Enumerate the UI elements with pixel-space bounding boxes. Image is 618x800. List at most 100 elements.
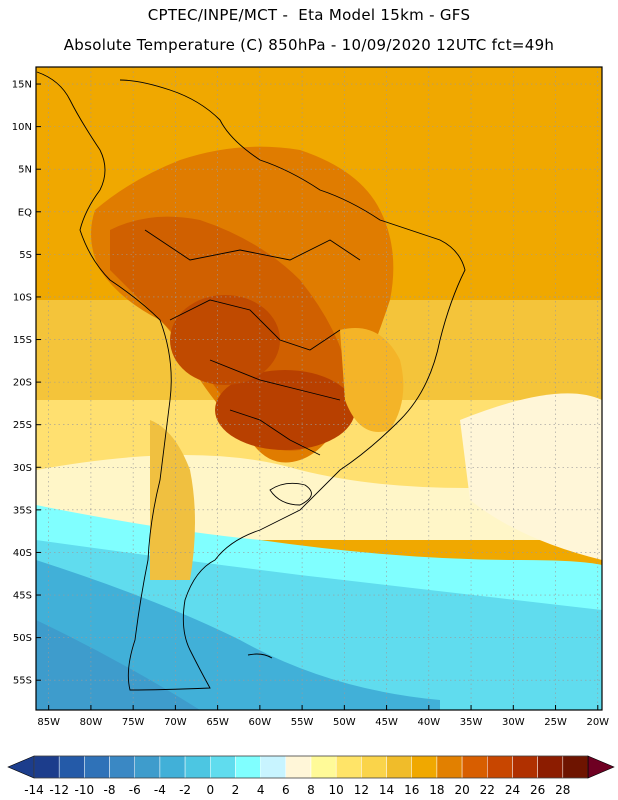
colorbar xyxy=(7,755,615,779)
border-south-central xyxy=(209,359,341,401)
colorbar-labels: -14 -12 -10 -8 -6 -4 -2 0 2 4 6 8 10 12 14 16 18 20 22 24 26… xyxy=(24,783,570,797)
lat-label: 15S xyxy=(13,335,32,346)
lon-label: 50W xyxy=(333,717,356,728)
colorbar-label: 14 xyxy=(379,783,394,797)
chart-title-line-2: Absolute Temperature (C) 850hPa - 10/09/… xyxy=(63,36,555,54)
colorbar-swatch xyxy=(562,755,589,779)
lon-label: 80W xyxy=(80,717,103,728)
lat-label: 30S xyxy=(13,463,32,474)
colorbar-swatch xyxy=(260,755,287,779)
colorbar-swatch xyxy=(285,755,312,779)
lat-label: 5S xyxy=(19,250,32,261)
field-plateau-cooler xyxy=(340,328,404,432)
continent-outline xyxy=(36,71,466,691)
lon-label: 35W xyxy=(460,717,483,728)
falklands xyxy=(247,653,273,659)
colorbar-label: 20 xyxy=(454,783,469,797)
colorbar-swatch xyxy=(512,755,538,779)
border-south xyxy=(229,409,321,456)
lon-label: 55W xyxy=(291,717,314,728)
colorbar-label: 4 xyxy=(257,783,265,797)
colorbar-swatch xyxy=(159,755,186,779)
lon-label: 40W xyxy=(418,717,441,728)
estuary xyxy=(269,482,312,506)
colorbar-swatch xyxy=(210,755,236,779)
graticule xyxy=(36,67,602,710)
border-central xyxy=(169,299,341,351)
lon-label: 75W xyxy=(122,717,145,728)
field-polar-band xyxy=(36,620,200,710)
colorbar-label: 2 xyxy=(232,783,240,797)
colorbar-swatch xyxy=(109,755,135,779)
colorbar-swatch xyxy=(235,755,261,779)
temperature-field xyxy=(36,67,602,710)
colorbar-label: 0 xyxy=(206,783,214,797)
field-hot-core xyxy=(215,370,355,450)
colorbar-swatch xyxy=(134,755,161,779)
colorbar-label: 22 xyxy=(480,783,495,797)
colorbar-label: -4 xyxy=(154,783,166,797)
lat-label: 15N xyxy=(12,80,32,91)
lat-label: EQ xyxy=(18,207,32,218)
colorbar-swatch xyxy=(487,755,513,779)
border-north xyxy=(144,229,361,261)
field-andes-band xyxy=(150,420,195,580)
colorbar-label: 8 xyxy=(307,783,315,797)
lat-label: 25S xyxy=(13,420,32,431)
lat-label: 35S xyxy=(13,505,32,516)
field-hot-core-2 xyxy=(170,295,280,385)
colorbar-swatch xyxy=(436,755,463,779)
colorbar-label: -10 xyxy=(75,783,95,797)
colorbar-label: 10 xyxy=(329,783,344,797)
lon-label: 45W xyxy=(375,717,398,728)
colorbar-label: 16 xyxy=(404,783,419,797)
map-frame xyxy=(35,66,603,711)
lat-label: 10N xyxy=(12,122,32,133)
lat-label: 5N xyxy=(18,165,32,176)
colorbar-swatch xyxy=(361,755,387,779)
colorbar-label: -12 xyxy=(49,783,69,797)
lon-label: 70W xyxy=(164,717,187,728)
lat-label: 55S xyxy=(13,676,32,687)
colorbar-label: 18 xyxy=(429,783,444,797)
colorbar-label: 12 xyxy=(354,783,369,797)
colorbar-swatch xyxy=(310,755,337,779)
colorbar-swatch xyxy=(386,755,412,779)
lat-label: 45S xyxy=(13,591,32,602)
colorbar-label: -8 xyxy=(104,783,116,797)
colorbar-swatch xyxy=(84,755,110,779)
lon-label: 30W xyxy=(502,717,525,728)
colorbar-swatch xyxy=(335,755,362,779)
lat-label: 40S xyxy=(13,548,32,559)
colorbar-swatch xyxy=(184,755,211,779)
colorbar-swatch xyxy=(58,755,85,779)
lon-label: 60W xyxy=(249,717,272,728)
colorbar-swatch xyxy=(33,755,60,779)
field-coldest-band xyxy=(36,560,440,710)
lon-label: 20W xyxy=(586,717,609,728)
longitude-labels: 85W 80W 75W 70W 65W 60W 55W 50W 45W 40W 35W 30W 25W 2… xyxy=(37,705,609,728)
lon-label: 85W xyxy=(37,717,60,728)
lat-label: 10S xyxy=(13,292,32,303)
colorbar-label: -6 xyxy=(129,783,141,797)
colorbar-label: -14 xyxy=(24,783,44,797)
colorbar-swatch xyxy=(537,755,564,779)
lon-label: 25W xyxy=(544,717,567,728)
colorbar-label: -2 xyxy=(179,783,191,797)
colorbar-label: 24 xyxy=(505,783,520,797)
colorbar-border xyxy=(33,755,589,779)
lat-label: 50S xyxy=(13,633,32,644)
colorbar-label: 28 xyxy=(555,783,570,797)
lon-label: 65W xyxy=(206,717,229,728)
chart-title-line-1: CPTEC/INPE/MCT - Eta Model 15km - GFS xyxy=(147,6,471,24)
colorbar-arrow-high xyxy=(587,755,615,779)
colorbar-swatch xyxy=(411,755,438,779)
colorbar-label: 6 xyxy=(282,783,290,797)
lat-label: 20S xyxy=(13,378,32,389)
latitude-labels: 15N 10N 5N EQ 5S 10S 15S 20S 25S 30S 35S 40S 45S 50S 5… xyxy=(12,80,41,687)
colorbar-swatch xyxy=(461,755,488,779)
coastlines xyxy=(36,71,466,691)
colorbar-label: 26 xyxy=(530,783,545,797)
field-cream-patch xyxy=(460,393,602,560)
